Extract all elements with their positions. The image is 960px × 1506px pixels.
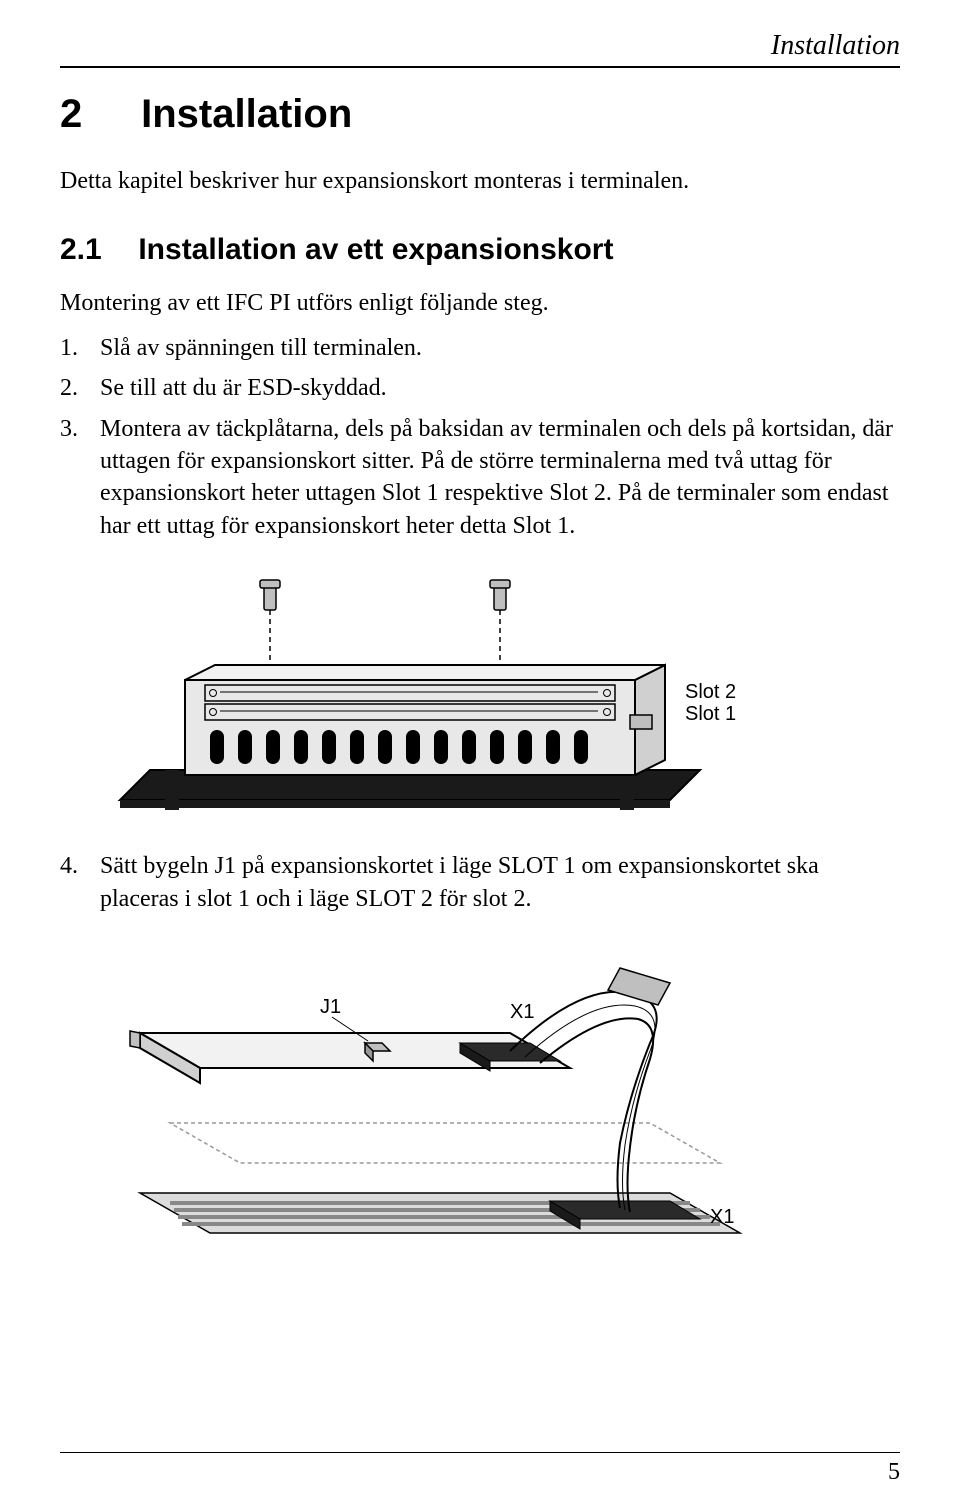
step-item: Montera av täckplåtarna, dels på baksida… — [60, 413, 900, 543]
section-intro: Detta kapitel beskriver hur expansionsko… — [60, 165, 900, 197]
running-head: Installation — [60, 30, 900, 68]
step-item: Se till att du är ESD-skyddad. — [60, 372, 900, 404]
step-item: Sätt bygeln J1 på expansionskortet i läg… — [60, 850, 900, 915]
section-heading: 2 Installation — [60, 92, 900, 137]
figure-terminal-slots: Slot 2 Slot 1 — [60, 570, 900, 830]
page: Installation 2 Installation Detta kapite… — [0, 0, 960, 1506]
steps-list: Slå av spänningen till terminalen. Se ti… — [60, 332, 900, 542]
page-number: 5 — [888, 1459, 900, 1485]
x1-label-top: X1 — [510, 1001, 534, 1023]
x1-label-bottom: X1 — [710, 1206, 734, 1228]
section-title: Installation — [141, 92, 352, 136]
steps-list-continued: Sätt bygeln J1 på expansionskortet i läg… — [60, 850, 900, 915]
step-item: Slå av spänningen till terminalen. — [60, 332, 900, 364]
j1-label: J1 — [320, 996, 341, 1018]
subsection-heading: 2.1 Installation av ett expansionskort — [60, 233, 900, 267]
expansion-card-diagram: X1 J1 X1 — [110, 943, 850, 1263]
figure-expansion-card: X1 J1 X1 — [60, 943, 900, 1263]
subsection-title: Installation av ett expansionskort — [138, 233, 613, 266]
slot1-label: Slot 1 — [685, 703, 736, 725]
subsection-lead: Montering av ett IFC PI utförs enligt fö… — [60, 287, 900, 319]
slot2-label: Slot 2 — [685, 681, 736, 703]
section-number: 2 — [60, 92, 130, 137]
terminal-slots-diagram: Slot 2 Slot 1 — [110, 570, 850, 830]
page-footer: 5 — [60, 1452, 900, 1486]
subsection-number: 2.1 — [60, 233, 130, 267]
